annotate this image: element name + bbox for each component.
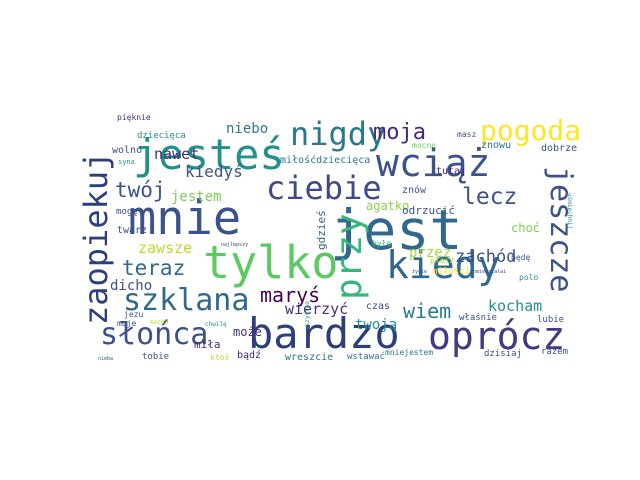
word-usmiechnij: uśmiechnij xyxy=(566,193,573,230)
word-wreszcie: wreszcie xyxy=(285,352,334,363)
word-dicho: dicho xyxy=(110,278,153,294)
word-przez: przez xyxy=(409,245,452,261)
word-wstawac: wstawać xyxy=(347,352,385,362)
word-bylo: było xyxy=(372,239,392,248)
word-mniejestem: mniejestem xyxy=(385,348,434,357)
word-zachod: zachód xyxy=(455,247,517,267)
word-jestem: jestem xyxy=(171,189,222,205)
word-kocham: kocham xyxy=(488,297,543,315)
word-tutaj: tutaj xyxy=(436,166,467,177)
word-ktos: ktoś xyxy=(210,353,230,362)
word-dziecieca: dziecięca xyxy=(137,131,186,141)
word-wlasnie: właśnie xyxy=(459,313,497,323)
word-marys: maryś xyxy=(260,283,321,307)
word-czas: czas xyxy=(366,301,391,312)
word-kiedys: kiedyś xyxy=(185,162,243,181)
word-najlepszy: najlepszy xyxy=(221,242,249,248)
word-bardzo: bardzo xyxy=(248,309,400,358)
word-niebo: niebo xyxy=(226,121,269,137)
word-nawet: nawet xyxy=(154,145,200,163)
word-mila: miła xyxy=(194,338,221,351)
word-chwile: chwilę xyxy=(205,321,227,328)
word-pieknie: pięknie xyxy=(117,113,151,122)
word-twarz: twarz xyxy=(117,225,148,236)
word-nigdy: nigdy xyxy=(290,115,387,153)
word-tylko: tylko xyxy=(203,236,339,289)
word-znowu: znowu xyxy=(481,140,512,151)
word-jeszcze: jeszcze xyxy=(543,166,578,293)
word-ciebie: ciebie xyxy=(266,169,382,207)
word-wiem: wiem xyxy=(403,299,452,323)
word-twoja: twoją xyxy=(355,317,398,333)
word-moge: mogę xyxy=(116,207,138,217)
word-lecz: lecz xyxy=(462,184,518,210)
word-mocno: mocno xyxy=(412,141,437,150)
word-twoj: twój xyxy=(115,178,166,202)
word-odrzucic: odrzucić xyxy=(402,204,455,217)
word-oprocz: oprócz xyxy=(428,314,566,358)
word-dzisiaj: dzisiaj xyxy=(484,349,522,359)
word-milosci: miłości xyxy=(432,267,470,277)
word-tobie: tobie xyxy=(142,352,170,362)
word-pogoda: pogoda xyxy=(480,114,582,147)
word-lubie: lubie xyxy=(537,315,565,325)
word-jestes: jesteś xyxy=(133,130,285,179)
word-zycie: życie xyxy=(412,269,428,275)
word-wciaz: wciąż xyxy=(376,141,491,185)
word-masz: masz xyxy=(457,130,477,139)
word-mnie: mnie xyxy=(128,191,242,246)
word-razem: razem xyxy=(541,347,569,357)
word-bede: będę xyxy=(511,253,531,262)
word-choc: choć xyxy=(511,221,540,235)
word-zaopiekuj: zaopiekuj xyxy=(77,151,115,325)
word-slonca: słońca xyxy=(100,317,209,352)
word-placz: płacz xyxy=(430,256,455,265)
word-miloscdziecieca: miłośćdziecięca xyxy=(280,155,371,166)
word-badz: bądź xyxy=(237,350,262,361)
word-polo: polo xyxy=(519,273,539,282)
word-wszystko: wszystko xyxy=(304,301,311,330)
word-wierzyc: wierzyć xyxy=(285,300,349,318)
word-kiedy: kiedy xyxy=(386,243,501,287)
word-agatko: agatko xyxy=(366,199,410,213)
word-kocha: kocha xyxy=(150,319,169,326)
word-pomiedzialai: pomiedzialai xyxy=(470,269,507,275)
word-moje: moje xyxy=(117,319,137,328)
word-zawsze: zawsze xyxy=(138,239,193,257)
word-szklana: szklana xyxy=(123,283,250,318)
word-przy: przy xyxy=(329,213,370,300)
word-jest: jest xyxy=(330,198,463,262)
word-moja: moja xyxy=(373,120,426,145)
word-moze: może xyxy=(233,325,262,339)
word-wolno: wolno xyxy=(112,145,143,156)
word-znow: znów xyxy=(402,185,427,196)
word-gdzies: gdzieś xyxy=(315,210,328,250)
word-syna: syna xyxy=(118,158,135,166)
word-jezu: jezu xyxy=(124,310,144,319)
word-teraz: teraz xyxy=(122,256,186,280)
word-dobrze: dobrze xyxy=(541,143,578,154)
word-nieba: nieba xyxy=(98,356,114,362)
